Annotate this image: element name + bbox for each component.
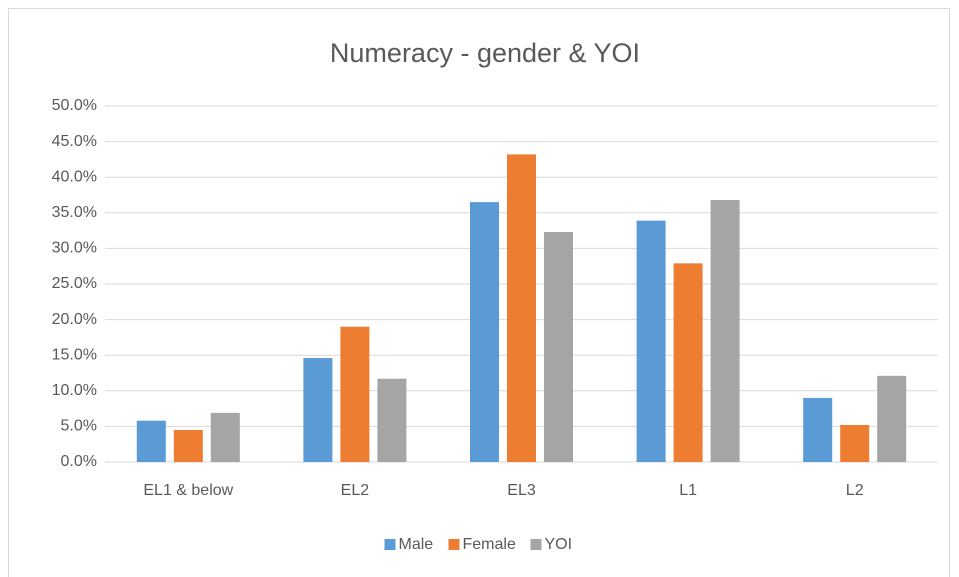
y-tick-label: 10.0% xyxy=(52,382,97,399)
bar xyxy=(377,378,407,462)
y-tick-label: 15.0% xyxy=(52,346,97,363)
bar xyxy=(840,424,870,462)
y-tick-label: 50.0% xyxy=(52,97,97,114)
bar xyxy=(470,202,499,462)
legend-label: Male xyxy=(399,536,434,553)
legend-label: Female xyxy=(463,536,516,553)
x-tick-label: EL2 xyxy=(341,482,370,499)
y-tick-label: 45.0% xyxy=(52,133,97,150)
x-tick-label: EL3 xyxy=(507,482,536,499)
y-tick-label: 30.0% xyxy=(52,240,97,257)
bar xyxy=(803,397,833,462)
legend-swatch xyxy=(448,539,460,550)
bar xyxy=(507,154,536,462)
bar xyxy=(877,375,907,462)
chart-title: Numeracy - gender & YOI xyxy=(330,38,640,68)
bar xyxy=(544,232,573,462)
y-tick-label: 0.0% xyxy=(61,453,97,470)
bar xyxy=(710,199,740,462)
bar xyxy=(340,326,370,462)
y-tick-label: 20.0% xyxy=(52,311,97,328)
bar xyxy=(210,412,240,462)
y-tick-label: 35.0% xyxy=(52,204,97,221)
x-tick-label: L1 xyxy=(679,482,697,499)
legend-swatch xyxy=(384,539,396,550)
bar xyxy=(673,263,703,462)
legend-label: YOI xyxy=(545,536,573,553)
bar xyxy=(136,420,166,462)
bar xyxy=(303,358,333,462)
bar xyxy=(173,429,203,462)
y-tick-label: 40.0% xyxy=(52,168,97,185)
bar xyxy=(636,220,666,462)
x-tick-label: L2 xyxy=(846,482,864,499)
y-tick-label: 25.0% xyxy=(52,275,97,292)
y-tick-label: 5.0% xyxy=(61,418,97,435)
x-tick-label: EL1 & below xyxy=(143,482,233,499)
legend-swatch xyxy=(530,539,542,550)
